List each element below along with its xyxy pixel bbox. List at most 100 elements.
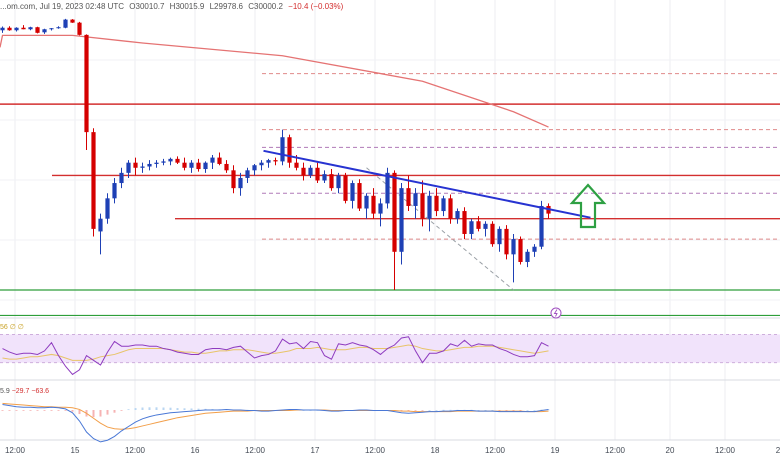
macd-hist-bar (512, 410, 515, 411)
macd-hist-bar (162, 407, 165, 410)
candle-body (434, 195, 439, 212)
macd-hist-bar (204, 408, 207, 410)
macd-hist-bar (134, 408, 137, 410)
macd-hist-bar (477, 410, 480, 411)
candle-body (98, 218, 103, 232)
candle-body (329, 174, 334, 189)
candle-body (406, 188, 411, 206)
candle-body (231, 170, 236, 189)
macd-label: 5.9 −29.7 −63.6 (0, 388, 49, 395)
trendline (263, 149, 591, 219)
macd-hist-bar (519, 410, 522, 411)
up-arrow-icon (569, 183, 607, 229)
candles (0, 18, 551, 290)
candle-body (322, 174, 327, 181)
x-axis: 12:00 15 12:00 16 12:00 17 12:00 18 12:00 19 12:00… (5, 446, 780, 455)
macd-hist-bar (99, 410, 102, 417)
candle-body (105, 198, 110, 219)
candle-body (427, 195, 432, 219)
macd-hist-bar (407, 410, 410, 411)
macd-hist-bar (449, 409, 452, 411)
x-tick-label: 12:00 (245, 446, 266, 455)
macd-hist-bar (526, 410, 529, 411)
macd-hist-bar (92, 410, 95, 418)
candle-body (140, 166, 145, 168)
macd-hist-bar (127, 409, 130, 411)
x-tick-label: 17 (311, 446, 320, 455)
candle-body (462, 211, 467, 234)
candle-body (448, 198, 453, 219)
macd-hist-bar (78, 410, 81, 415)
candle-body (301, 167, 306, 176)
x-tick-label: 12:00 (365, 446, 386, 455)
candle-body (441, 198, 446, 212)
candle-body (273, 160, 278, 162)
candle-body (210, 157, 215, 163)
macd-line (2, 404, 549, 443)
candle-body (224, 163, 229, 171)
macd-hist-bar (106, 410, 109, 415)
macd-hist-bar (43, 410, 46, 411)
candle-body (336, 175, 341, 189)
candle-body (175, 158, 180, 163)
candle-body (364, 195, 369, 209)
macd-hist-bar (113, 410, 116, 413)
macd-hist-bar (435, 410, 438, 411)
x-tick-label: 12:00 (125, 446, 146, 455)
macd-hist-bar (197, 408, 200, 410)
macd-hist-bar (421, 410, 424, 411)
macd-hist-bar (148, 407, 151, 410)
diagonal-dashed-line (366, 167, 514, 291)
macd-hist-bar (400, 410, 403, 411)
candle-body (399, 188, 404, 252)
candle-body (504, 228, 509, 255)
candle-body (252, 165, 257, 171)
x-tick-label: 20 (666, 446, 675, 455)
candle-body (42, 29, 47, 33)
candle-body (112, 183, 117, 199)
macd-hist-bar (169, 407, 172, 410)
rsi-label: 56 ∅ ∅ (0, 324, 24, 331)
moving-average-line (0, 34, 549, 128)
macd-hist-bar (183, 408, 186, 410)
candle-body (308, 167, 313, 176)
candle-body (154, 162, 159, 164)
macd-hist-bar (498, 410, 501, 411)
candle-body (0, 27, 5, 31)
candle-body (70, 19, 75, 23)
candle-body (385, 172, 390, 204)
macd-hist-bar (442, 409, 445, 411)
candle-body (294, 162, 299, 168)
candle-body (7, 27, 12, 31)
macd-hist-bar (36, 410, 39, 411)
x-tick-label: 19 (551, 446, 560, 455)
x-tick-label: 12:00 (485, 446, 506, 455)
header-open: O30010.7 (129, 2, 165, 11)
candle-body (77, 22, 82, 35)
header-change: −10.4 (−0.03%) (288, 2, 344, 11)
macd-value-3: −63.6 (31, 388, 50, 395)
candle-body (91, 132, 96, 229)
macd-hist-bar (120, 410, 123, 411)
candle-body (238, 177, 243, 189)
macd-hist-bar (491, 410, 494, 411)
macd-value-1: 5.9 (0, 388, 10, 395)
candle-body (245, 170, 250, 178)
candle-body (490, 223, 495, 245)
x-tick-label: 2 (776, 446, 780, 455)
macd-hist-bar (484, 410, 487, 411)
header-low: L29978.6 (209, 2, 243, 11)
macd-hist-bar (428, 410, 431, 411)
candle-body (287, 137, 292, 163)
macd-hist-bar (50, 410, 53, 411)
candle-body (217, 157, 222, 164)
macd-hist-bar (414, 410, 417, 411)
candle-body (84, 34, 89, 133)
candle-body (518, 239, 523, 262)
candle-body (147, 163, 152, 167)
candle-body (21, 27, 26, 30)
candle-body (196, 162, 201, 170)
macd-hist-bar (141, 407, 144, 410)
